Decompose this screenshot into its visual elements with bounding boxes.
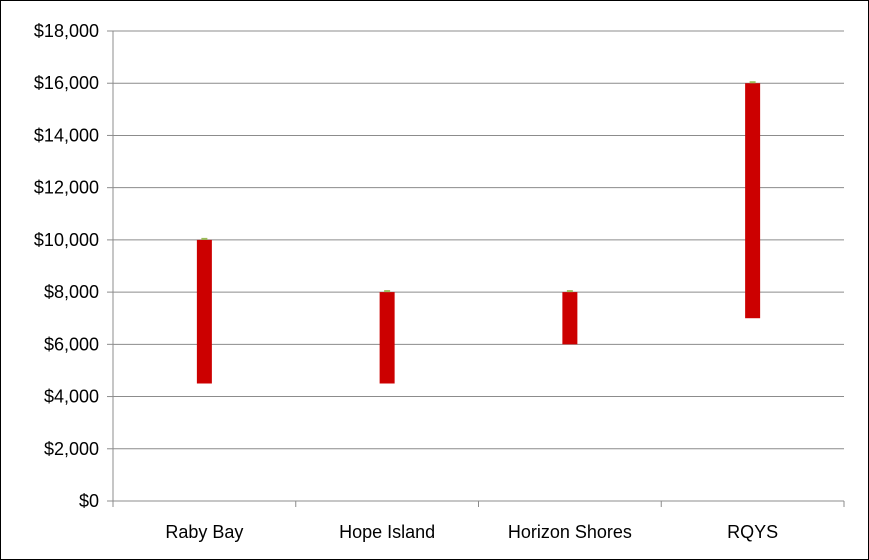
- y-tick-label: $6,000: [44, 334, 99, 354]
- range-bars: [196, 81, 761, 384]
- y-tick-label: $4,000: [44, 387, 99, 407]
- y-tick-label: $10,000: [34, 230, 99, 250]
- x-category-label: Horizon Shores: [508, 522, 632, 542]
- y-tick-label: $18,000: [34, 21, 99, 41]
- y-tick-label: $0: [79, 491, 99, 511]
- range-bar-hope-island: [379, 292, 395, 384]
- range-bar-horizon-shores: [562, 292, 578, 345]
- x-category-label: RQYS: [727, 522, 778, 542]
- y-tick-label: $8,000: [44, 282, 99, 302]
- y-tick-label: $2,000: [44, 439, 99, 459]
- y-tick-label: $12,000: [34, 178, 99, 198]
- gridlines: [113, 30, 844, 450]
- x-category-label: Hope Island: [339, 522, 435, 542]
- range-bar-rqys: [745, 83, 761, 319]
- axes: [107, 30, 845, 507]
- y-tick-label: $16,000: [34, 73, 99, 93]
- range-bar-raby-bay: [196, 239, 212, 384]
- y-tick-label: $14,000: [34, 125, 99, 145]
- x-category-label: Raby Bay: [165, 522, 243, 542]
- tick-labels: $0 $2,000 $4,000 $6,000 $8,000 $10,000 $12,000…: [34, 21, 778, 542]
